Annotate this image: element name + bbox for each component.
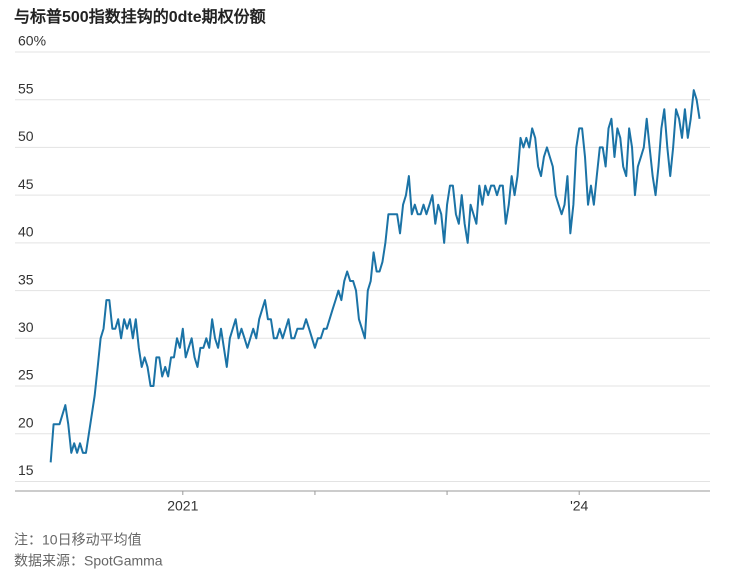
y-tick-label: 40	[18, 224, 34, 240]
y-tick-label: 60%	[18, 33, 46, 49]
y-tick-label: 25	[18, 367, 34, 383]
footnote: 注：10日移动平均值	[14, 532, 142, 548]
y-tick-label: 55	[18, 80, 34, 96]
chart-title: 与标普500指数挂钩的0dte期权份额	[14, 7, 266, 26]
x-tick-label: 2021	[167, 498, 198, 514]
y-tick-label: 35	[18, 271, 34, 287]
x-tick-label: '24	[570, 498, 588, 514]
y-tick-label: 15	[18, 462, 34, 478]
y-tick-label: 45	[18, 176, 34, 192]
y-tick-label: 30	[18, 319, 34, 335]
data-line	[49, 89, 701, 463]
source: 数据来源：SpotGamma	[14, 553, 163, 569]
y-tick-label: 20	[18, 414, 34, 430]
y-tick-label: 50	[18, 128, 34, 144]
